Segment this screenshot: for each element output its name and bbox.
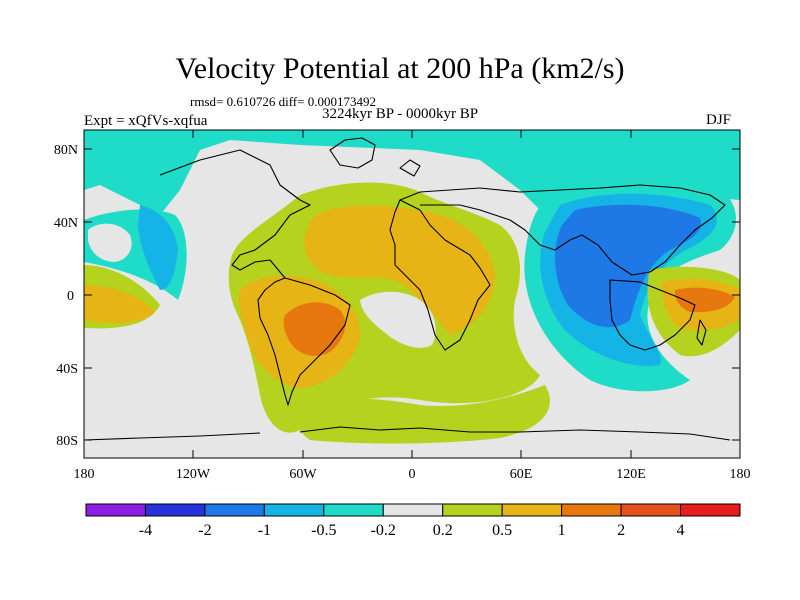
colorbar-label: 1	[558, 522, 566, 539]
y-tick-labels: 80N 40N 0 40S 80S	[54, 143, 78, 449]
west-pacific-core	[674, 287, 735, 313]
colorbar-swatch	[620, 503, 682, 517]
colorbar-swatch	[382, 503, 444, 517]
chart-title: Velocity Potential at 200 hPa (km2/s)	[175, 52, 625, 85]
x-tick-labels: 180 120W 60W 0 60E 120E 180	[74, 467, 751, 482]
x-tick-60e: 60E	[510, 467, 533, 482]
colorbar-swatch	[144, 503, 206, 517]
x-tick-120e: 120E	[616, 467, 646, 482]
colorbar-swatch	[561, 503, 622, 517]
colorbar-label: -0.5	[311, 522, 336, 539]
x-tick-marks	[83, 130, 741, 458]
x-tick-180-right: 180	[730, 467, 751, 482]
y-tick-40n: 40N	[54, 216, 78, 231]
x-tick-60w: 60W	[289, 467, 317, 482]
y-tick-80n: 80N	[54, 143, 78, 158]
colorbar-label: -1	[258, 522, 271, 539]
colorbar-swatch	[680, 503, 741, 517]
east-pacific-gold	[84, 285, 155, 324]
stats-text: rmsd= 0.610726 diff= 0.000173492	[190, 94, 376, 109]
y-tick-marks	[84, 148, 740, 441]
x-tick-0: 0	[409, 467, 416, 482]
colorbar-swatch	[263, 503, 325, 517]
y-tick-40s: 40S	[56, 362, 78, 377]
colorbar-label: -2	[198, 522, 211, 539]
colorbar-label: 0.2	[433, 522, 453, 539]
colorbar: -4 -2 -1 -0.5 -0.2 0.2 0.5 1 2 4	[85, 503, 741, 539]
colorbar-label: 4	[677, 522, 685, 539]
colorbar-swatch	[442, 503, 503, 517]
y-tick-0: 0	[67, 289, 74, 304]
colorbar-label: -0.2	[371, 522, 396, 539]
south-atlantic-neutral	[360, 291, 436, 348]
y-tick-80s: 80S	[56, 434, 78, 449]
contour-field	[84, 130, 740, 458]
experiment-label: Expt = xQfVs-xqfua	[84, 113, 208, 129]
season-label: DJF	[706, 112, 732, 128]
x-tick-180-left: 180	[74, 467, 95, 482]
colorbar-label: 0.5	[492, 522, 512, 539]
period-label: 3224kyr BP - 0000kyr BP	[322, 106, 479, 122]
colorbar-swatch	[85, 503, 146, 517]
asia-negative-core	[555, 204, 701, 328]
colorbar-label: -4	[139, 522, 152, 539]
x-tick-120w: 120W	[176, 467, 211, 482]
pacific-tongue-inner	[138, 205, 178, 290]
amazon-positive-core	[283, 302, 346, 356]
colorbar-swatch	[204, 503, 265, 517]
coastlines	[84, 137, 731, 441]
colorbar-swatch	[323, 503, 384, 517]
colorbar-swatch	[501, 503, 563, 517]
colorbar-label: 2	[617, 522, 625, 539]
north-pacific-neutral	[88, 223, 132, 262]
